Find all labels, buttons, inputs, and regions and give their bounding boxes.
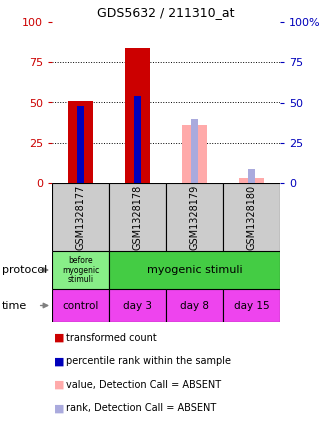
Title: GDS5632 / 211310_at: GDS5632 / 211310_at <box>97 6 235 19</box>
Text: day 3: day 3 <box>123 300 152 310</box>
Bar <box>191 118 198 183</box>
Bar <box>68 101 93 183</box>
Bar <box>109 251 280 289</box>
Text: control: control <box>62 300 99 310</box>
Bar <box>52 289 109 322</box>
Bar <box>223 183 280 251</box>
Text: day 15: day 15 <box>234 300 269 310</box>
Text: ■: ■ <box>54 356 65 366</box>
Text: protocol: protocol <box>2 265 47 275</box>
Text: transformed count: transformed count <box>66 333 157 343</box>
Text: ■: ■ <box>54 333 65 343</box>
Text: before
myogenic
stimuli: before myogenic stimuli <box>62 256 99 284</box>
Bar <box>52 183 109 251</box>
Bar <box>109 183 166 251</box>
Text: time: time <box>2 300 27 310</box>
Text: percentile rank within the sample: percentile rank within the sample <box>66 356 231 366</box>
Text: myogenic stimuli: myogenic stimuli <box>147 265 242 275</box>
Text: ■: ■ <box>54 403 65 413</box>
Bar <box>248 168 255 183</box>
Bar <box>109 289 166 322</box>
Bar <box>166 183 223 251</box>
Bar <box>239 178 264 183</box>
Bar <box>52 251 109 289</box>
Text: day 8: day 8 <box>180 300 209 310</box>
Text: ■: ■ <box>54 380 65 390</box>
Bar <box>166 289 223 322</box>
Bar <box>125 48 150 183</box>
Text: value, Detection Call = ABSENT: value, Detection Call = ABSENT <box>66 380 221 390</box>
Bar <box>134 96 141 183</box>
Bar <box>77 106 84 183</box>
Text: GSM1328179: GSM1328179 <box>189 184 199 250</box>
Bar <box>182 125 207 183</box>
Text: rank, Detection Call = ABSENT: rank, Detection Call = ABSENT <box>66 403 216 413</box>
Text: GSM1328177: GSM1328177 <box>76 184 85 250</box>
Text: GSM1328180: GSM1328180 <box>246 184 257 250</box>
Bar <box>223 289 280 322</box>
Text: GSM1328178: GSM1328178 <box>132 184 142 250</box>
